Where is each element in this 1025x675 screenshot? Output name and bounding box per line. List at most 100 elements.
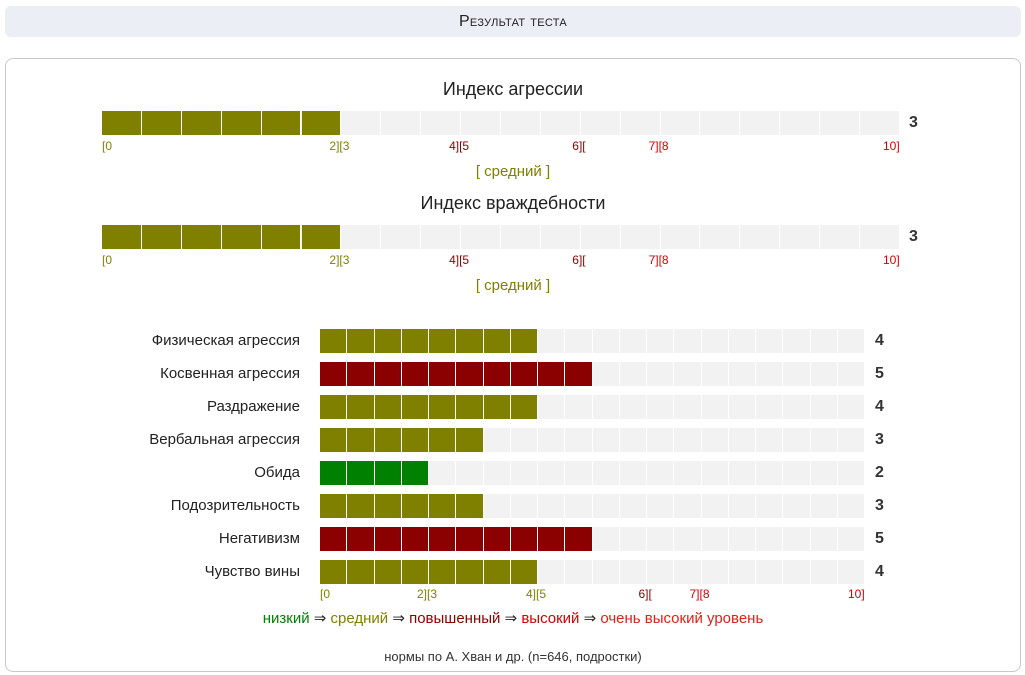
hostility-index-bar-empty-cell — [740, 225, 781, 249]
hostility-index-bar-filled-cell — [301, 225, 342, 249]
scale-bar-empty-cell — [538, 560, 566, 584]
scale-bar-empty-cell — [538, 461, 566, 485]
scale-bar-empty-cell — [565, 560, 593, 584]
scale-bar-empty-cell — [593, 428, 620, 452]
scale-bar-empty-cell — [456, 461, 484, 485]
scale-bar-empty-cell — [756, 428, 784, 452]
scale-bar-empty-cell — [702, 395, 729, 419]
aggression-index-title: Индекс агрессии — [442, 79, 584, 99]
legend-item: низкий — [262, 610, 310, 627]
aggression-index-tick-label: 2][3 — [329, 139, 350, 153]
scale-bar-filled-cell — [429, 494, 457, 518]
scale-bar-empty-cell — [647, 527, 675, 551]
aggression-index-bar-empty-cell — [661, 111, 701, 135]
aggression-index-tick-label: 4][5 — [449, 139, 470, 153]
scale-bar — [320, 362, 865, 386]
scale-bar-filled-cell — [510, 362, 538, 386]
scale-bar-empty-cell — [838, 560, 865, 584]
hostility-index-bar-empty-cell — [860, 225, 900, 249]
scale-bar-filled-cell — [320, 329, 348, 353]
scale-bar-empty-cell — [838, 461, 865, 485]
scale-bar-filled-cell — [320, 494, 348, 518]
hostility-index-bar-empty-cell — [421, 225, 462, 249]
scale-bar-filled-cell — [538, 527, 566, 551]
scale-bar-empty-cell — [783, 461, 811, 485]
scale-bar-empty-cell — [811, 395, 838, 419]
scale-bar-filled-cell — [483, 362, 511, 386]
scale-bar — [320, 527, 865, 551]
scale-bar-empty-cell — [729, 362, 756, 386]
scale-bar-empty-cell — [729, 494, 756, 518]
scale-bar-filled-cell — [374, 494, 402, 518]
scale-bar-filled-cell — [320, 461, 348, 485]
scale-bar-filled-cell — [374, 362, 402, 386]
aggression-index-bar-empty-cell — [820, 111, 861, 135]
hostility-index-bar-empty-cell — [661, 225, 701, 249]
scale-bar-filled-cell — [456, 428, 484, 452]
scale-bar-empty-cell — [783, 362, 811, 386]
aggression-index-bar-filled-cell — [102, 111, 142, 135]
legend-item: ⇒ — [309, 610, 331, 627]
hostility-index-bar-filled-cell — [221, 225, 262, 249]
scale-bar-empty-cell — [783, 527, 811, 551]
scale-bar-empty-cell — [429, 461, 457, 485]
scale-value: 4 — [875, 332, 884, 349]
scale-bar-empty-cell — [674, 395, 702, 419]
hostility-index-bar-empty-cell — [341, 225, 382, 249]
scale-bar-empty-cell — [702, 329, 729, 353]
scale-bar-empty-cell — [484, 428, 511, 452]
aggression-index-bar-empty-cell — [381, 111, 422, 135]
scale-bar-empty-cell — [484, 461, 511, 485]
scale-bar-filled-cell — [456, 395, 484, 419]
scale-bar-filled-cell — [374, 461, 402, 485]
scale-bar-filled-cell — [456, 527, 484, 551]
aggression-index-bar-empty-cell — [541, 111, 581, 135]
scale-bar-empty-cell — [674, 362, 702, 386]
scale-bar-empty-cell — [538, 428, 566, 452]
scale-bar-filled-cell — [401, 461, 429, 485]
scale-bar-filled-cell — [510, 527, 538, 551]
scale-bar-filled-cell — [374, 395, 402, 419]
scale-bar-empty-cell — [838, 395, 865, 419]
aggression-index-bar-empty-cell — [581, 111, 621, 135]
scale-bar-empty-cell — [647, 395, 675, 419]
scale-bar-empty-cell — [620, 428, 647, 452]
scale-bar-empty-cell — [674, 329, 702, 353]
scale-bar-filled-cell — [401, 329, 429, 353]
aggression-index-bar-empty-cell — [701, 111, 741, 135]
scale-bar-filled-cell — [401, 494, 429, 518]
scale-bar-empty-cell — [565, 329, 593, 353]
scale-bar-filled-cell — [374, 527, 402, 551]
scale-bar-filled-cell — [456, 329, 484, 353]
scale-bar-empty-cell — [593, 527, 620, 551]
aggression-index-bar-empty-cell — [461, 111, 501, 135]
scale-bar-empty-cell — [674, 461, 702, 485]
scale-bar-filled-cell — [347, 428, 375, 452]
aggression-index-tick-label: 10] — [883, 139, 900, 153]
scale-label: Вербальная агрессия — [149, 431, 300, 448]
scale-bar-empty-cell — [702, 560, 729, 584]
scale-label: Негативизм — [218, 530, 300, 547]
hostility-index-bar-empty-cell — [461, 225, 501, 249]
scale-bar-empty-cell — [783, 395, 811, 419]
hostility-index-bar-filled-cell — [181, 225, 222, 249]
results-title: Результат теста — [458, 12, 568, 30]
scale-bar-empty-cell — [811, 329, 838, 353]
scale-tick-label: 4][5 — [526, 587, 547, 601]
scale-bar-empty-cell — [511, 428, 538, 452]
scale-bar-filled-cell — [401, 428, 429, 452]
hostility-index-bar-empty-cell — [621, 225, 661, 249]
scale-tick-label: 10] — [848, 587, 865, 601]
legend-item: повышенный — [409, 610, 501, 627]
aggression-index-bar — [102, 111, 900, 135]
scale-bar-empty-cell — [811, 527, 838, 551]
scale-bar-empty-cell — [838, 329, 865, 353]
scale-bar — [320, 395, 865, 419]
scale-bar-empty-cell — [593, 395, 620, 419]
scale-bar-empty-cell — [838, 428, 865, 452]
scale-bar-empty-cell — [729, 461, 756, 485]
norms-footnote: нормы по А. Хван и др. (n=646, подростки… — [384, 649, 642, 664]
scale-bar-filled-cell — [429, 362, 457, 386]
scale-label: Чувство вины — [204, 563, 300, 580]
hostility-index-tick-label: [0 — [102, 253, 113, 267]
